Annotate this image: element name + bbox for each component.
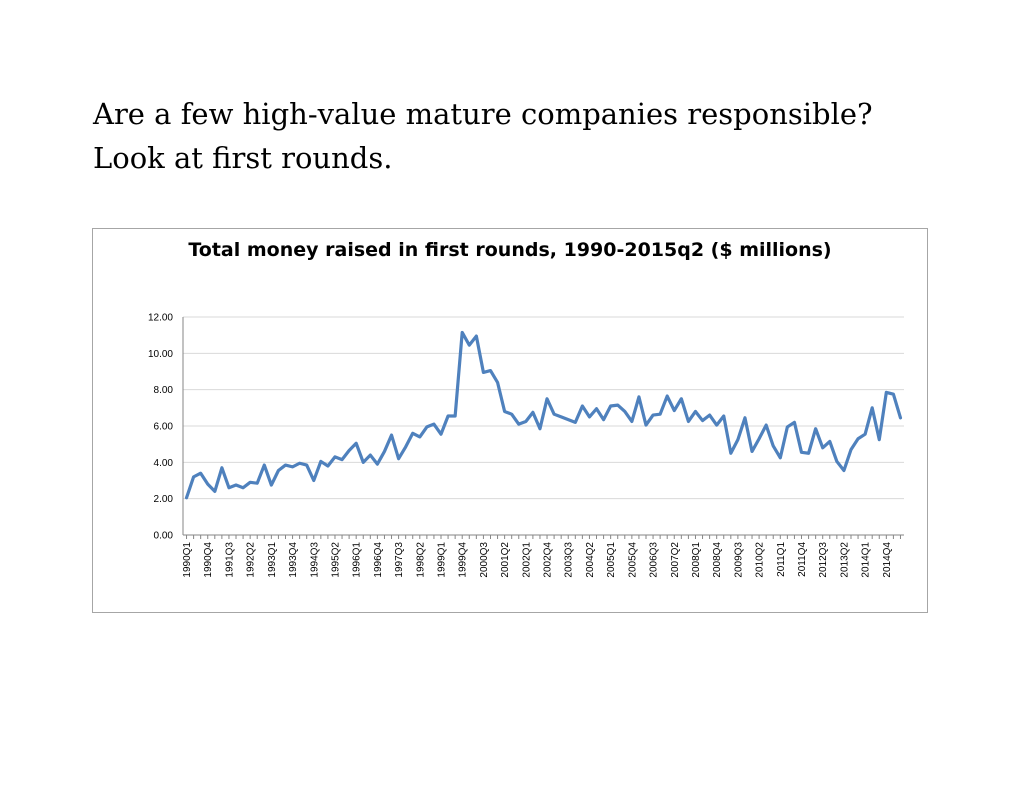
chart-title: Total money raised in first rounds, 1990… (188, 239, 832, 261)
x-tick-label: 1993Q1 (267, 542, 278, 578)
x-tick-label: 2011Q1 (776, 542, 787, 577)
gridlines (183, 316, 904, 500)
x-tick-label: 2000Q3 (479, 542, 490, 578)
x-tick-label: 2008Q4 (712, 542, 723, 578)
x-tick-label: 2006Q3 (649, 542, 660, 578)
x-axis-ticks: 1990Q1 1990Q4 1991Q3 1992Q2 1993Q1 1993Q4 1994… (182, 535, 901, 578)
series-line (184, 330, 903, 500)
y-axis-ticks: 0.00 2.00 4.00 6.00 8.00 10.00 12.00 (148, 313, 173, 542)
x-tick-label: 2001Q2 (500, 542, 511, 578)
y-tick-label: 2.00 (154, 494, 174, 505)
x-tick-label: 1997Q3 (394, 542, 405, 578)
y-tick-label: 12.00 (148, 313, 173, 324)
x-tick-label: 2012Q3 (818, 542, 829, 578)
series (184, 330, 903, 500)
x-tick-label: 2004Q2 (585, 542, 596, 578)
x-tick-label: 1993Q4 (288, 542, 299, 578)
x-tick-label: 1990Q1 (182, 542, 193, 578)
x-tick-label: 2011Q4 (797, 542, 808, 577)
x-tick-label: 2013Q2 (839, 542, 850, 578)
x-tick-label: 2003Q3 (564, 542, 575, 578)
x-tick-label: 2002Q1 (521, 542, 532, 578)
y-tick-label: 4.00 (154, 458, 174, 469)
x-tick-label: 2007Q2 (670, 542, 681, 578)
x-tick-label: 2005Q4 (627, 542, 638, 578)
x-tick-label: 1996Q1 (352, 542, 363, 578)
x-tick-label: 1994Q3 (309, 542, 320, 578)
x-tick-label: 2009Q3 (733, 542, 744, 578)
x-tick-label: 2005Q1 (606, 542, 617, 578)
x-tick-label: 1991Q3 (224, 542, 235, 578)
x-tick-label: 1995Q2 (330, 542, 341, 578)
x-tick-label: 1990Q4 (203, 542, 214, 578)
y-tick-label: 0.00 (154, 531, 174, 542)
y-tick-label: 10.00 (148, 349, 173, 360)
x-tick-label: 1999Q1 (437, 542, 448, 578)
x-tick-label: 1999Q4 (458, 542, 469, 578)
slide-heading: Are a few high-value mature companies re… (93, 97, 873, 175)
x-tick-label: 2014Q1 (861, 542, 872, 578)
x-tick-label: 2010Q2 (755, 542, 766, 578)
y-tick-label: 8.00 (154, 385, 174, 396)
x-tick-label: 1998Q2 (415, 542, 426, 578)
y-tick-label: 6.00 (154, 422, 174, 433)
x-tick-label: 2008Q1 (691, 542, 702, 578)
x-tick-label: 1996Q4 (373, 542, 384, 578)
axes (182, 317, 904, 536)
x-tick-label: 2014Q4 (882, 542, 893, 578)
x-tick-label: 2002Q4 (543, 542, 554, 578)
chart-frame: Total money raised in first rounds, 1990… (92, 228, 928, 613)
x-tick-label: 1992Q2 (246, 542, 257, 578)
